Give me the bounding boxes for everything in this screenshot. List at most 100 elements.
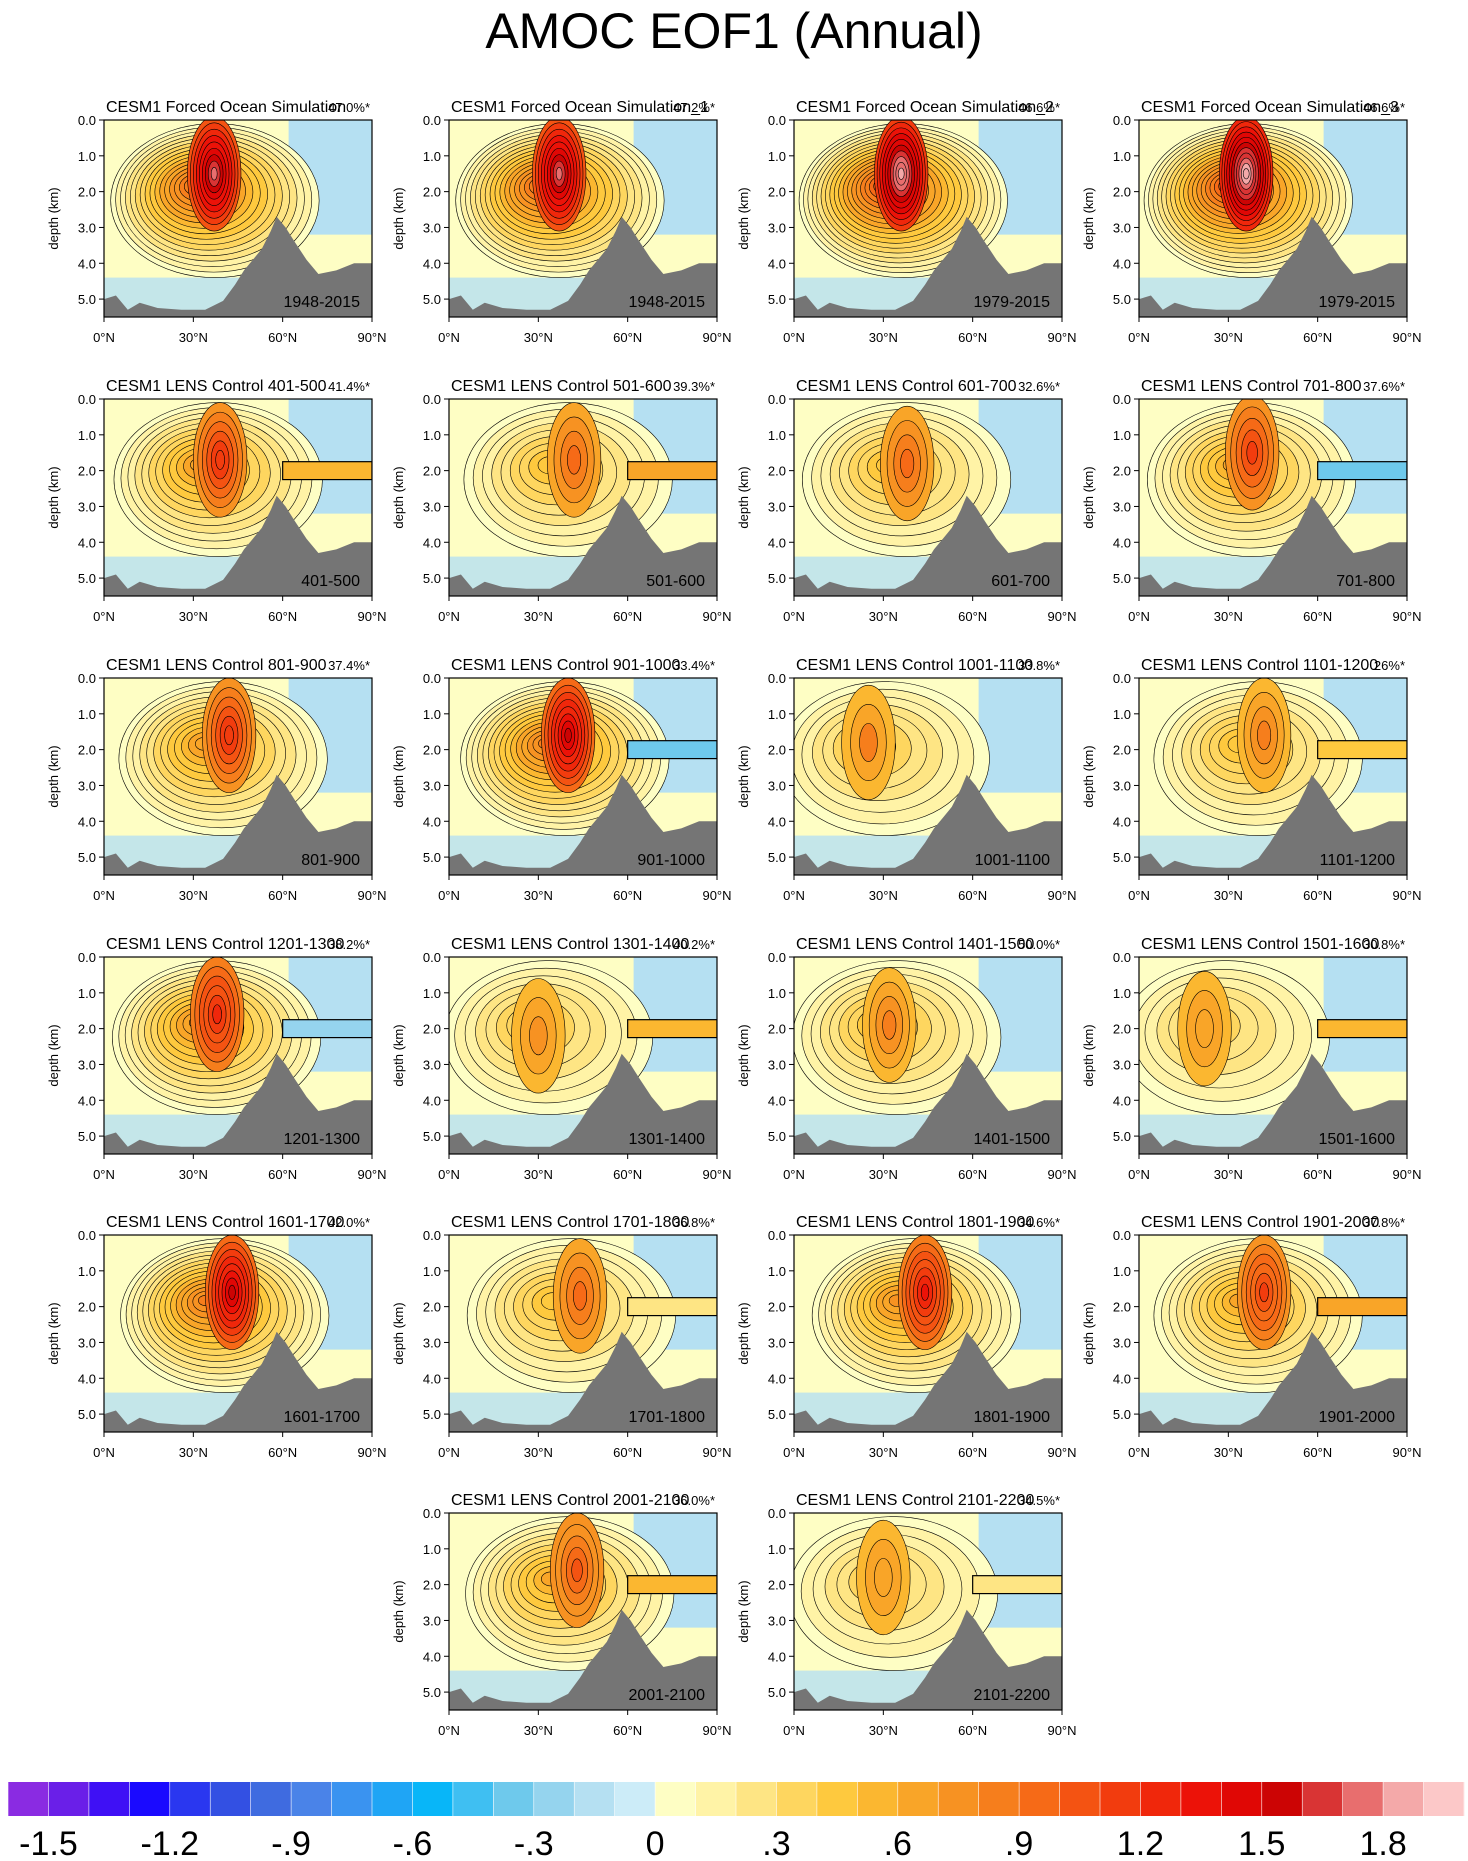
y-tick-label: 5.0 [423,850,441,865]
y-tick-label: 2.0 [423,185,441,200]
core-contour [920,1283,930,1301]
y-tick-label: 5.0 [1113,1407,1131,1422]
x-tick-label: 90°N [1392,1445,1421,1460]
eof-panel: 0.0 1.0 2.0 3.0 4.0 5.0 0°N 30°N 60°N 90°N depth (… [1081,99,1422,345]
variance-percent: 33.4%* [673,658,715,673]
y-tick-label: 4.0 [768,1371,786,1386]
y-tick-label: 0.0 [768,1506,786,1521]
years-label: 1901-2000 [1318,1409,1395,1426]
y-tick-label: 1.0 [423,149,441,164]
panel-frame [448,1512,718,1711]
x-tick-label: 60°N [958,1167,987,1182]
core-contour [1242,168,1250,180]
core-contour [900,448,915,479]
colorbar-swatch [250,1782,292,1816]
y-tick-label: 1.0 [1113,986,1131,1001]
x-tick-label: 30°N [1214,1167,1243,1182]
variance-percent: 37.6%* [1363,379,1405,394]
y-tick-label: 4.0 [78,256,96,271]
panel-frame [1138,956,1408,1155]
core-contour [224,725,234,746]
colorbar-swatch [48,1782,90,1816]
colorbar-swatch [1342,1782,1384,1816]
colorbar-label: .9 [1005,1825,1033,1861]
deep-water-band [1317,740,1407,760]
x-tick-label: 0°N [93,888,115,903]
y-axis-label: depth (km) [46,466,61,528]
eof-field [794,120,1062,317]
y-tick-label: 1.0 [1113,149,1131,164]
y-tick-label: 5.0 [423,571,441,586]
x-tick-label: 30°N [524,609,553,624]
y-tick-label: 3.0 [768,778,786,793]
y-tick-label: 4.0 [423,1649,441,1664]
years-label: 1801-1900 [973,1409,1050,1426]
bathymetry [449,774,717,875]
x-tick-label: 30°N [869,1167,898,1182]
x-tick-label: 60°N [1303,609,1332,624]
panel-frame [448,119,718,318]
years-label: 1701-1800 [628,1409,705,1426]
eof-field [1139,399,1407,596]
y-tick-label: 0.0 [768,1228,786,1243]
panel-frame [793,1234,1063,1433]
y-tick-label: 0.0 [423,950,441,965]
y-tick-label: 4.0 [423,256,441,271]
core-contour [874,1558,893,1597]
y-tick-label: 0.0 [423,113,441,128]
y-axis-label: depth (km) [1081,466,1096,528]
x-tick-label: 90°N [357,1167,386,1182]
years-label: 1948-2015 [628,294,705,311]
eof-panel: 0.0 1.0 2.0 3.0 4.0 5.0 0°N 30°N 60°N 90°N depth (… [391,1492,732,1738]
y-tick-label: 3.0 [78,1335,96,1350]
panel-title: CESM1 LENS Control 401-500 [106,378,327,395]
colorbar-swatch [1423,1782,1465,1816]
y-tick-label: 3.0 [768,499,786,514]
x-tick-label: 60°N [958,609,987,624]
y-tick-label: 2.0 [768,1022,786,1037]
x-tick-label: 0°N [783,1445,805,1460]
eof-panel: 0.0 1.0 2.0 3.0 4.0 5.0 0°N 30°N 60°N 90°N depth (… [391,1214,732,1460]
y-tick-label: 3.0 [1113,220,1131,235]
y-tick-label: 1.0 [423,1542,441,1557]
bathymetry [449,1331,717,1432]
y-tick-label: 0.0 [78,1228,96,1243]
x-tick-label: 90°N [1047,1445,1076,1460]
colorbar-swatch [412,1782,454,1816]
y-axis-label: depth (km) [391,1302,406,1364]
colorbar-swatch [897,1782,939,1816]
colorbar-swatch [1261,1782,1303,1816]
panel-title: CESM1 Forced Ocean Simulation_2 [796,99,1054,116]
bathymetry [449,495,717,596]
x-tick-label: 30°N [869,1445,898,1460]
x-tick-label: 90°N [357,888,386,903]
bathymetry [794,495,1062,596]
core-contour [1195,1009,1214,1049]
panel-title: CESM1 LENS Control 501-600 [451,378,672,395]
y-tick-label: 3.0 [423,1613,441,1628]
y-axis-label: depth (km) [391,187,406,249]
variance-percent: 37.8%* [1363,1215,1405,1230]
x-tick-label: 0°N [1128,330,1150,345]
y-tick-label: 1.0 [768,1264,786,1279]
colorbar-label: -.3 [514,1825,554,1861]
y-tick-label: 0.0 [1113,392,1131,407]
y-tick-label: 2.0 [768,464,786,479]
deep-water-band [627,461,717,481]
y-tick-label: 0.0 [768,671,786,686]
eof-field [1139,678,1407,875]
y-tick-label: 3.0 [78,778,96,793]
panel-title: CESM1 LENS Control 1401-1500 [796,936,1034,953]
years-label: 701-800 [1336,573,1395,590]
y-tick-label: 3.0 [1113,1335,1131,1350]
x-tick-label: 90°N [1392,609,1421,624]
core-contour [212,1004,222,1025]
eof-panel: 0.0 1.0 2.0 3.0 4.0 5.0 0°N 30°N 60°N 90°N depth (… [391,99,732,345]
variance-percent: 46.6%* [1018,100,1060,115]
bathymetry [104,774,372,875]
years-label: 1979-2015 [973,294,1050,311]
colorbar-swatch [1140,1782,1182,1816]
x-tick-label: 60°N [613,330,642,345]
x-tick-label: 30°N [1214,888,1243,903]
x-tick-label: 0°N [1128,1167,1150,1182]
